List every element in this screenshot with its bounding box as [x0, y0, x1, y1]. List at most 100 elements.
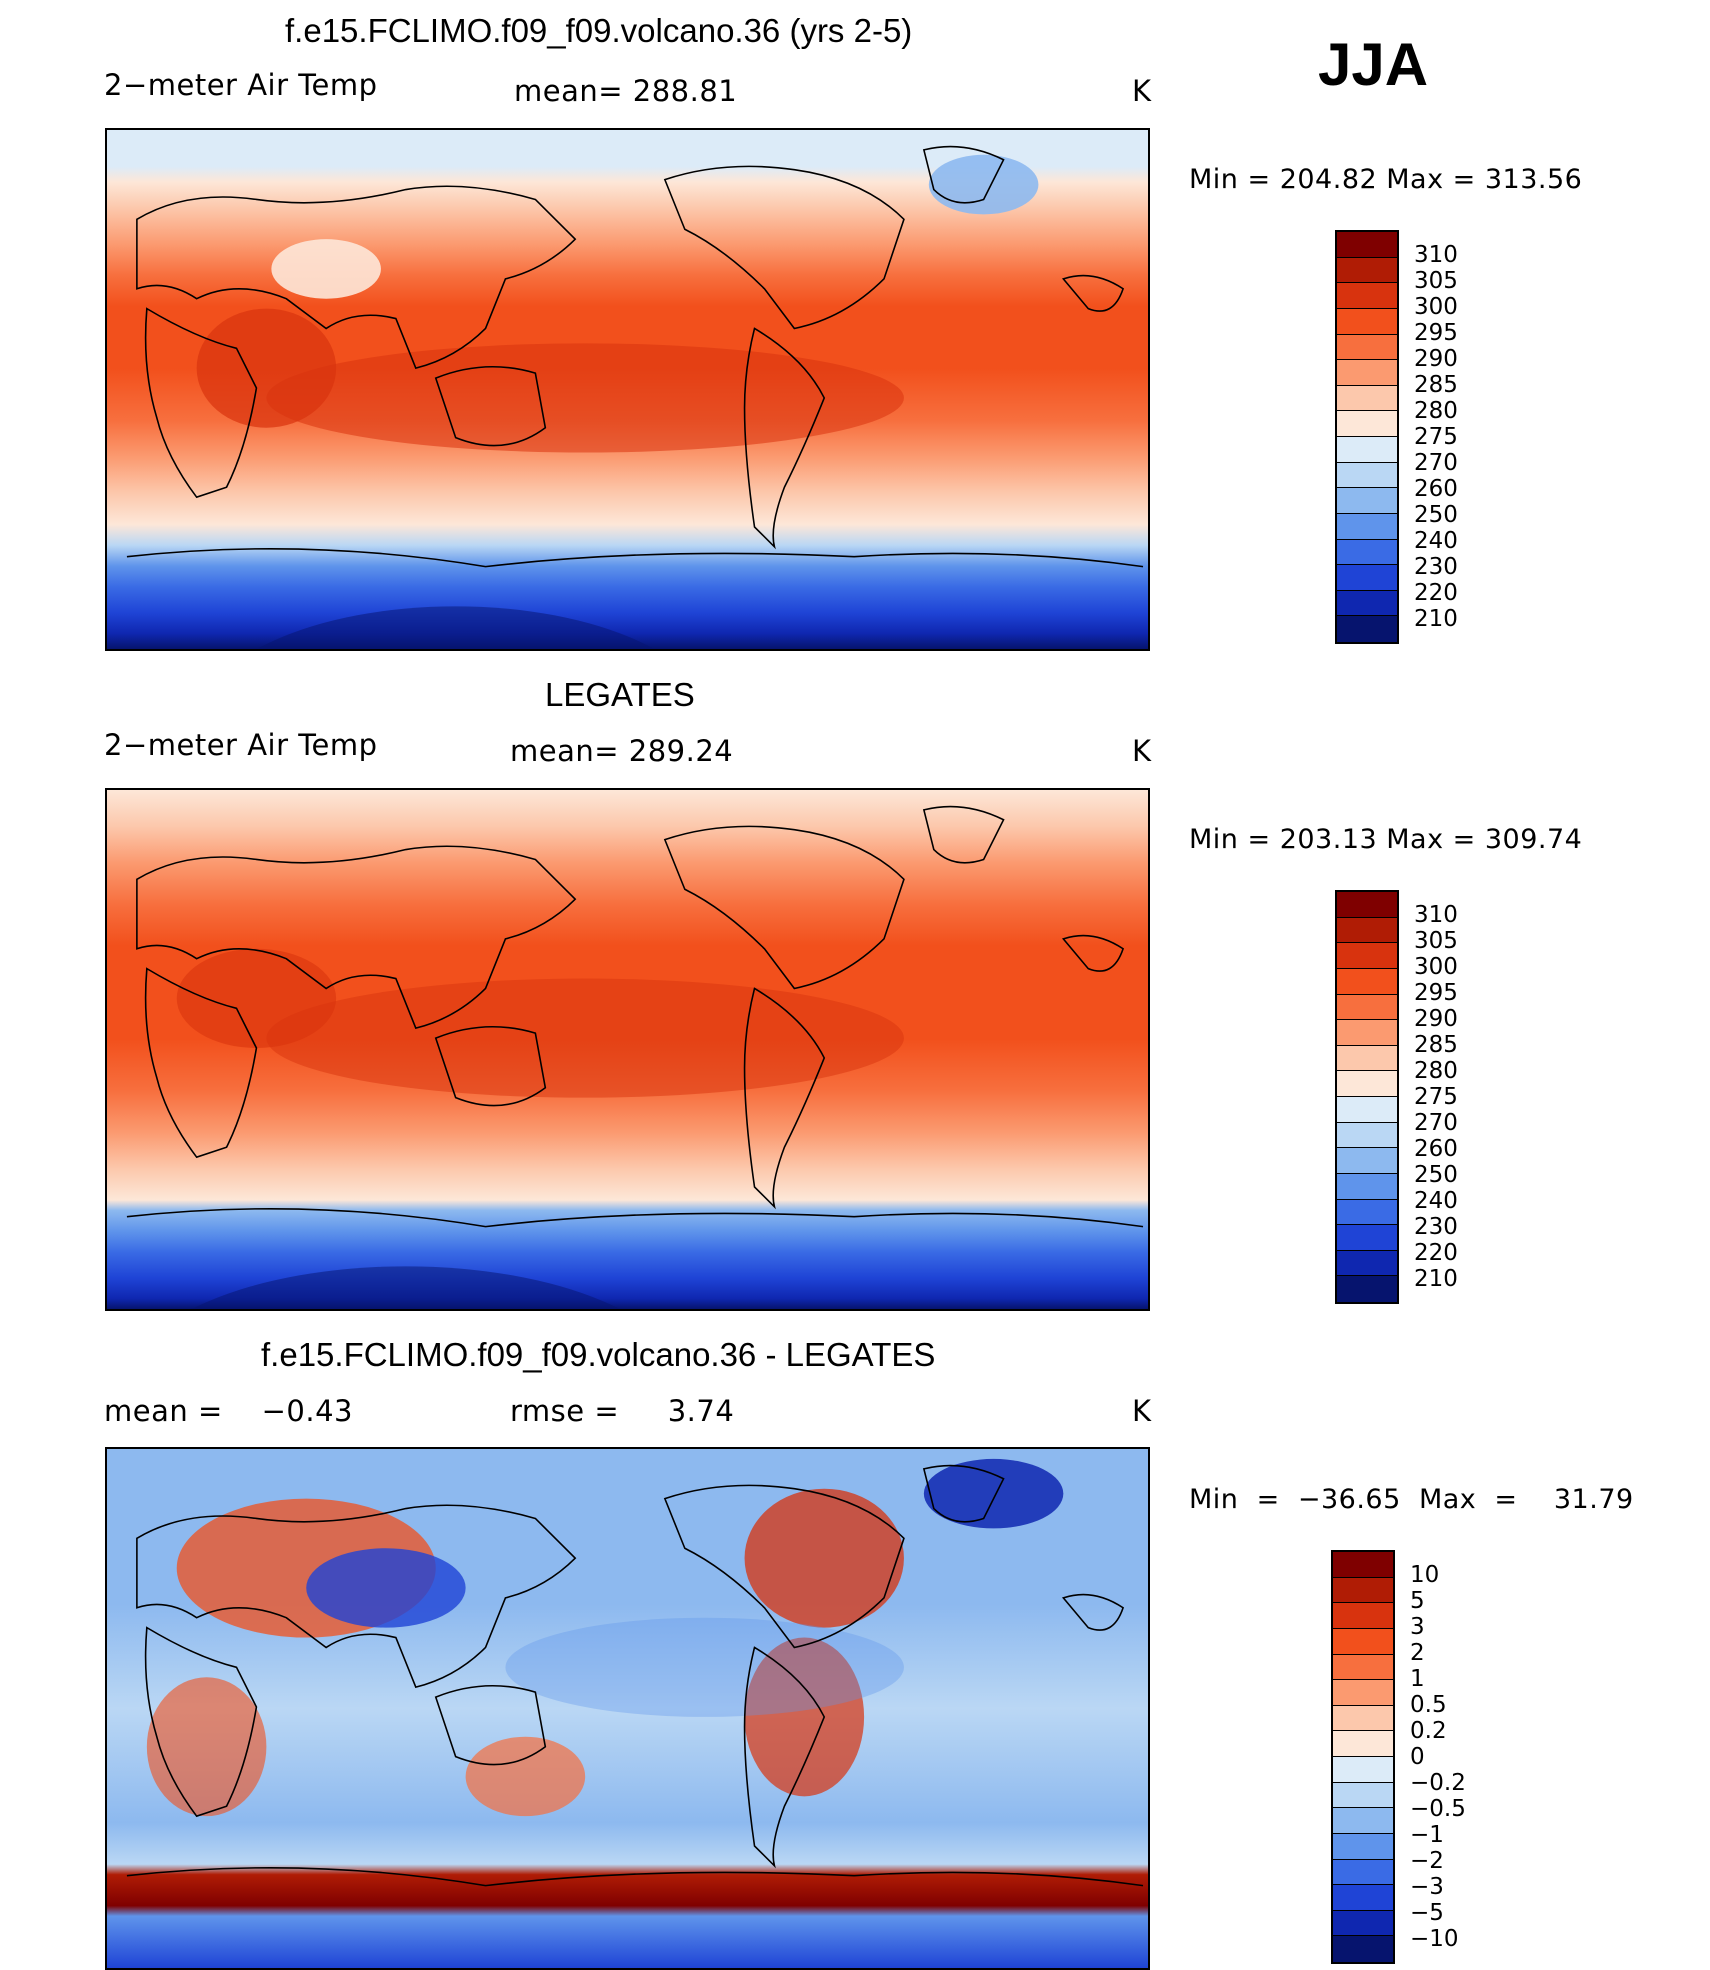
panel-3-tick-12: −3: [1410, 1874, 1444, 1900]
panel-2-coastlines: [126, 805, 1144, 1228]
panel-1-tick-10: 250: [1414, 502, 1458, 528]
panel-1-colorbar-box-14: [1337, 590, 1397, 617]
panel-2-colorbar-box-10: [1337, 1148, 1397, 1174]
panel-3-colorbar-box-1: [1333, 1577, 1393, 1604]
panel-2-tick-5: 285: [1414, 1032, 1458, 1058]
panel-3-colorbar-box-11: [1333, 1833, 1393, 1860]
panel-3-colorbar-box-2: [1333, 1603, 1393, 1629]
panel-1-colorbar-box-1: [1337, 257, 1397, 284]
panel-3-mean: mean = −0.43: [104, 1394, 354, 1428]
panel-1-coastlines: [126, 145, 1144, 568]
panel-3-colorbar-box-5: [1333, 1680, 1393, 1706]
panel-1-colorbar-box-0: [1337, 232, 1397, 258]
panel-2-tick-1: 305: [1414, 928, 1458, 954]
panel-2-variable: 2−meter Air Temp: [104, 728, 378, 762]
panel-1-tick-0: 310: [1414, 242, 1458, 268]
panel-2-tick-3: 295: [1414, 980, 1458, 1006]
panel-1-units: K: [1132, 74, 1152, 108]
panel-3-colorbar-box-9: [1333, 1782, 1393, 1809]
panel-2-colorbar-box-12: [1337, 1199, 1397, 1226]
panel-1-colorbar-box-11: [1337, 513, 1397, 540]
panel-3-colorbar-ticks: 10 5 3 2 1 0.5 0.2 0 −0.2 −0.5 −1 −2 −3 …: [1410, 1550, 1520, 1964]
panel-3-tick-11: −2: [1410, 1848, 1444, 1874]
panel-2-tick-9: 260: [1414, 1136, 1458, 1162]
panel-3-colorbar-box-10: [1333, 1808, 1393, 1834]
panel-1-tick-6: 280: [1414, 398, 1458, 424]
panel-2-tick-13: 220: [1414, 1240, 1458, 1266]
panel-3-minmax: Min = −36.65 Max = 31.79: [1189, 1484, 1634, 1515]
panel-2-tick-12: 230: [1414, 1214, 1458, 1240]
panel-3-tick-3: 2: [1410, 1640, 1425, 1666]
panel-1-mean: mean= 288.81: [514, 74, 738, 108]
panel-2-tick-11: 240: [1414, 1188, 1458, 1214]
panel-3-colorbar: [1331, 1550, 1395, 1964]
panel-2-colorbar-ticks: 310 305 300 295 290 285 280 275 270 260 …: [1414, 890, 1514, 1304]
panel-1-colorbar-box-10: [1337, 488, 1397, 514]
panel-1-colorbar-box-6: [1337, 385, 1397, 412]
panel-3-tick-13: −5: [1410, 1900, 1444, 1926]
panel-2-tick-6: 280: [1414, 1058, 1458, 1084]
panel-2-map: [105, 788, 1150, 1311]
panel-3-tick-4: 1: [1410, 1666, 1425, 1692]
season-label: JJA: [1318, 31, 1429, 98]
panel-2-colorbar-box-6: [1337, 1045, 1397, 1072]
panel-3-colorbar-box-14: [1333, 1910, 1393, 1937]
panel-2-tick-10: 250: [1414, 1162, 1458, 1188]
panel-1-colorbar-box-9: [1337, 462, 1397, 489]
panel-3-colorbar-box-15: [1333, 1936, 1393, 1962]
panel-2-colorbar-box-0: [1337, 892, 1397, 918]
panel-3-colorbar-box-7: [1333, 1731, 1393, 1757]
panel-1-colorbar-box-12: [1337, 539, 1397, 566]
panel-2-colorbar-box-8: [1337, 1097, 1397, 1123]
panel-1-tick-7: 275: [1414, 424, 1458, 450]
panel-2-tick-0: 310: [1414, 902, 1458, 928]
panel-3-colorbar-box-4: [1333, 1654, 1393, 1681]
panel-3-colorbar-box-3: [1333, 1628, 1393, 1655]
panel-1-tick-5: 285: [1414, 372, 1458, 398]
panel-3-tick-6: 0.2: [1410, 1718, 1447, 1744]
panel-1-tick-4: 290: [1414, 346, 1458, 372]
panel-1-tick-12: 230: [1414, 554, 1458, 580]
panel-2-colorbar-box-14: [1337, 1250, 1397, 1277]
panel-2-tick-2: 300: [1414, 954, 1458, 980]
panel-1-tick-11: 240: [1414, 528, 1458, 554]
panel-1-colorbar-box-3: [1337, 308, 1397, 335]
panel-1-tick-8: 270: [1414, 450, 1458, 476]
panel-3-colorbar-box-12: [1333, 1859, 1393, 1886]
panel-1-tick-1: 305: [1414, 268, 1458, 294]
panel-2-mean: mean= 289.24: [510, 734, 734, 768]
panel-2-colorbar-box-5: [1337, 1020, 1397, 1046]
panel-1-map: [105, 128, 1150, 651]
panel-3-colorbar-box-13: [1333, 1885, 1393, 1911]
panel-2-colorbar-box-3: [1337, 968, 1397, 995]
panel-2-minmax: Min = 203.13 Max = 309.74: [1189, 824, 1583, 855]
panel-1-colorbar-ticks: 310 305 300 295 290 285 280 275 270 260 …: [1414, 230, 1514, 644]
panel-3-tick-9: −0.5: [1410, 1796, 1466, 1822]
panel-1-tick-3: 295: [1414, 320, 1458, 346]
panel-2-tick-4: 290: [1414, 1006, 1458, 1032]
panel-1-colorbar-box-13: [1337, 565, 1397, 591]
panel-1-tick-13: 220: [1414, 580, 1458, 606]
panel-1-tick-2: 300: [1414, 294, 1458, 320]
panel-1-colorbar: [1335, 230, 1399, 644]
panel-3-tick-14: −10: [1410, 1926, 1459, 1952]
panel-2-tick-7: 275: [1414, 1084, 1458, 1110]
panel-2-tick-8: 270: [1414, 1110, 1458, 1136]
panel-3-units: K: [1132, 1394, 1152, 1428]
panel-1-colorbar-box-15: [1337, 616, 1397, 642]
panel-2-colorbar-box-4: [1337, 994, 1397, 1021]
panel-1-colorbar-box-4: [1337, 334, 1397, 361]
panel-1-tick-9: 260: [1414, 476, 1458, 502]
panel-2-colorbar-box-9: [1337, 1122, 1397, 1149]
panel-1-colorbar-box-7: [1337, 411, 1397, 437]
panel-1-colorbar-box-5: [1337, 360, 1397, 386]
panel-1-minmax: Min = 204.82 Max = 313.56: [1189, 164, 1583, 195]
panel-3-tick-10: −1: [1410, 1822, 1444, 1848]
panel-2-colorbar-box-1: [1337, 917, 1397, 944]
panel-3-tick-2: 3: [1410, 1614, 1425, 1640]
panel-2-colorbar-box-11: [1337, 1173, 1397, 1200]
panel-2-colorbar-box-13: [1337, 1225, 1397, 1251]
panel-3-tick-1: 5: [1410, 1588, 1425, 1614]
panel-2-colorbar-box-7: [1337, 1071, 1397, 1097]
panel-1-title: f.e15.FCLIMO.f09_f09.volcano.36 (yrs 2-5…: [285, 12, 913, 49]
